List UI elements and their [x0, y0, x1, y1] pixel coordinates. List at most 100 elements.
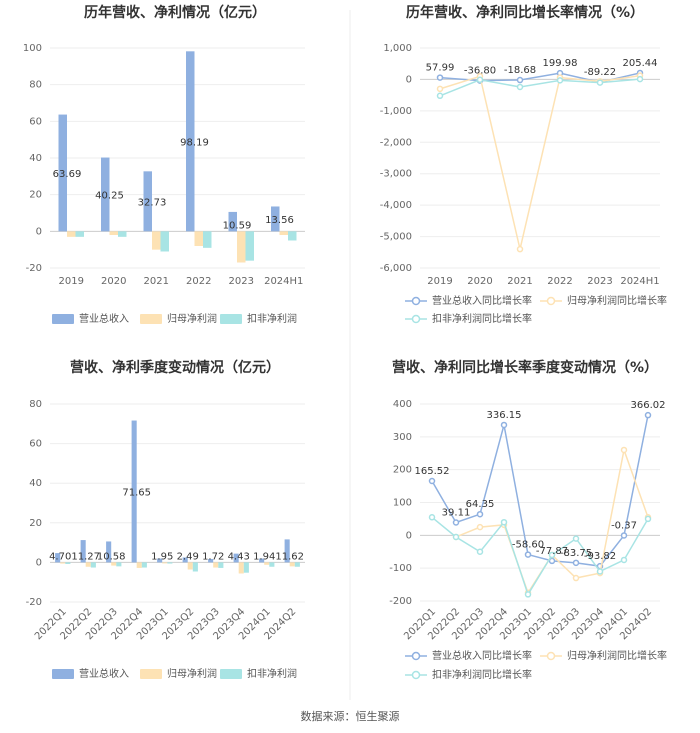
data-label: 2.49	[177, 551, 199, 562]
bar	[228, 211, 237, 232]
x-tick-label: 2020	[101, 276, 126, 287]
y-tick-label: 80	[29, 80, 42, 91]
bar	[141, 562, 147, 568]
x-tick-label: 2019	[427, 276, 452, 287]
bar	[60, 562, 66, 564]
data-label: 98.19	[180, 137, 209, 148]
legend-swatch-marker	[546, 651, 556, 661]
y-tick-label: 40	[29, 153, 42, 164]
data-label: 366.02	[631, 400, 666, 411]
legend-swatch-marker	[546, 296, 556, 306]
bar	[269, 562, 275, 567]
legend-swatch-marker	[411, 670, 421, 680]
data-point	[452, 533, 460, 541]
bar	[233, 553, 239, 563]
data-point	[644, 515, 652, 523]
data-label: 199.98	[543, 58, 578, 69]
x-tick-label: 2024H1	[264, 276, 303, 287]
bar	[80, 540, 86, 563]
bar	[85, 562, 91, 567]
y-tick-label: 200	[393, 465, 412, 476]
x-tick-label: 2021	[507, 276, 532, 287]
bar	[55, 553, 61, 563]
legend-label: 归母净利润同比增长率	[567, 649, 667, 662]
data-point	[572, 574, 580, 582]
data-point	[620, 556, 628, 564]
y-tick-label: 60	[29, 439, 42, 450]
data-point	[500, 421, 508, 429]
series-line	[431, 516, 649, 597]
data-point	[476, 76, 484, 83]
x-tick-label: 2023	[229, 276, 254, 287]
data-point	[452, 519, 460, 526]
y-tick-label: -2,000	[380, 137, 412, 148]
data-label: -36.80	[464, 66, 496, 77]
data-label: 11.27	[71, 551, 100, 562]
bar	[65, 562, 71, 564]
bar	[289, 562, 295, 567]
bar	[152, 231, 161, 250]
bar	[194, 231, 203, 246]
bar	[101, 157, 110, 232]
y-tick-label: 60	[29, 116, 42, 127]
data-point	[436, 92, 444, 100]
y-tick-label: -5,000	[380, 232, 412, 243]
legend-swatch	[140, 314, 162, 324]
bar	[111, 562, 117, 566]
bar	[243, 562, 249, 573]
legend-swatch-marker	[411, 651, 421, 661]
y-tick-label: 20	[29, 190, 42, 201]
data-label: 71.65	[122, 487, 151, 498]
y-tick-label: -6,000	[380, 263, 412, 274]
data-label: 57.99	[426, 63, 455, 74]
data-label: 165.52	[415, 466, 450, 477]
series-line	[431, 415, 649, 567]
bar	[58, 114, 67, 232]
bar	[143, 171, 152, 232]
data-point	[636, 75, 644, 83]
y-tick-label: 100	[23, 43, 42, 54]
data-label: 10.59	[223, 220, 252, 231]
data-label: 1.94	[253, 551, 275, 562]
data-point	[644, 411, 652, 419]
data-label: 63.69	[53, 169, 82, 180]
data-point	[436, 74, 444, 81]
data-point	[620, 532, 628, 539]
bar	[162, 562, 168, 564]
x-tick-label: 2020	[467, 276, 492, 287]
bar	[208, 558, 214, 563]
data-point	[476, 523, 484, 531]
bar	[192, 562, 198, 572]
legend-label: 营业总收入	[79, 312, 129, 325]
legend-swatch	[52, 669, 74, 679]
quarterly-growth-rate-chart: 营收、净利同比增长率季度变动情况（%） -200 -100 0 100 200 300 400…	[389, 359, 667, 681]
y-tick-label: 0	[36, 226, 42, 237]
chart-title: 营收、净利季度变动情况（亿元）	[70, 359, 280, 376]
data-label: -77.87	[536, 546, 568, 557]
bar	[218, 562, 224, 568]
y-tick-label: -3,000	[380, 169, 412, 180]
data-label: 1.95	[151, 551, 173, 562]
data-label: 40.25	[95, 190, 124, 201]
bar	[90, 562, 96, 568]
y-tick-label: 20	[29, 518, 42, 529]
bar	[157, 558, 163, 563]
bar	[203, 231, 212, 248]
data-label: -89.22	[584, 67, 616, 78]
bar	[136, 562, 142, 568]
data-point	[428, 514, 436, 521]
bar	[116, 562, 122, 567]
legend-label: 归母净利润同比增长率	[567, 294, 667, 307]
data-point	[596, 79, 604, 86]
chart-title: 历年营收、净利情况（亿元）	[84, 4, 266, 21]
data-point	[548, 551, 556, 559]
y-tick-label: 1,000	[383, 43, 412, 54]
bar	[294, 562, 300, 567]
data-source: 数据来源：恒生聚源	[301, 709, 400, 723]
data-point	[476, 510, 484, 518]
bar	[279, 231, 288, 235]
y-tick-label: 40	[29, 478, 42, 489]
x-tick-label: 2021	[144, 276, 169, 287]
data-point	[516, 83, 524, 91]
data-label: -83.75	[560, 548, 592, 559]
